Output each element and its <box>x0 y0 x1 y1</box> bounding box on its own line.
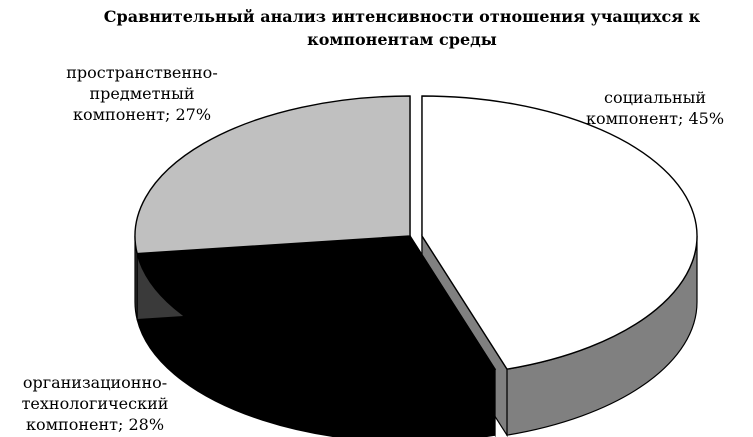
pie-slice-organizational <box>136 235 497 377</box>
chart-title-line-1: Сравнительный анализ интенсивности отнош… <box>104 7 701 26</box>
slice-label-organizational-line-3: компонент; 28% <box>26 415 164 434</box>
slice-label-social: социальный компонент; 45% <box>586 88 724 128</box>
slice-label-spatial-line-2: предметный <box>89 84 194 103</box>
pie-slice-social <box>421 95 698 370</box>
pie-slices <box>134 95 698 437</box>
slice-label-spatial-line-3: компонент; 27% <box>73 105 211 124</box>
chart-title-line-2: компонентам среды <box>307 30 497 49</box>
slice-label-spatial-line-1: пространственно- <box>66 63 217 82</box>
slice-label-social-line-1: социальный <box>604 88 706 107</box>
slice-label-organizational: организационно- технологический компонен… <box>22 373 169 434</box>
pie-slice-spatial <box>134 95 411 255</box>
slice-label-organizational-line-1: организационно- <box>23 373 167 392</box>
slice-label-organizational-line-2: технологический <box>22 394 169 413</box>
slice-label-spatial: пространственно- предметный компонент; 2… <box>66 63 217 124</box>
slice-label-social-line-2: компонент; 45% <box>586 109 724 128</box>
chart-title: Сравнительный анализ интенсивности отнош… <box>104 7 701 49</box>
